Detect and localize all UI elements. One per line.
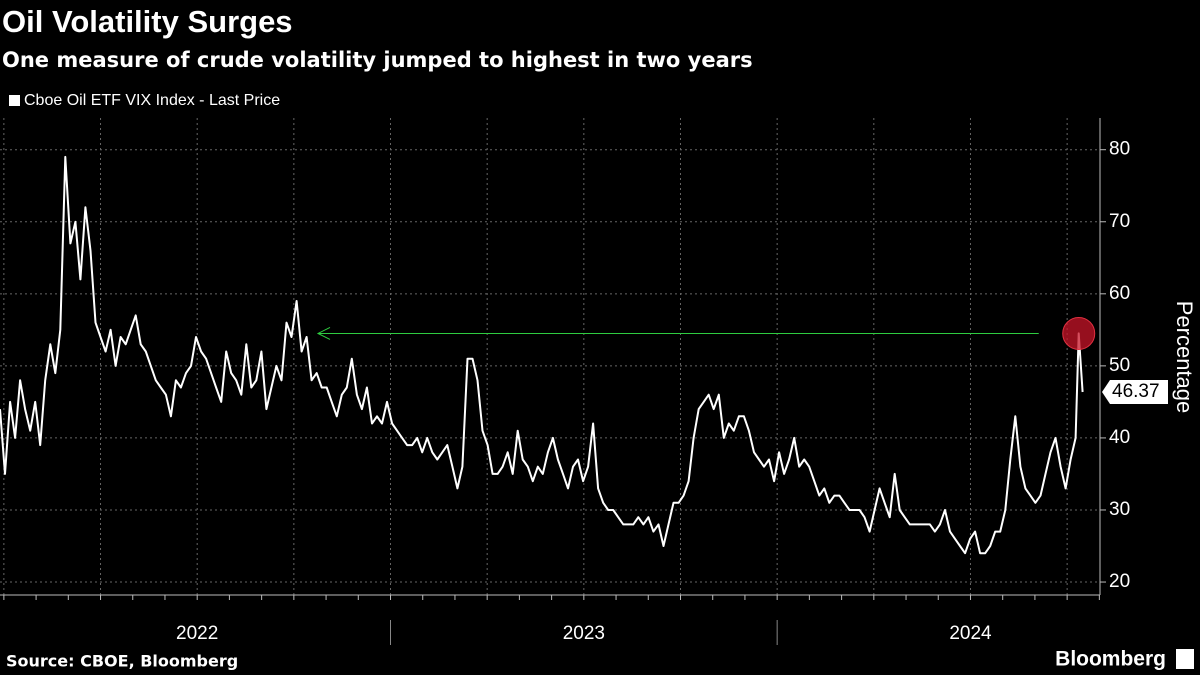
y-axis-title: Percentage xyxy=(1172,301,1197,414)
x-tick-label: 2022 xyxy=(176,623,218,644)
y-tick-label: 40 xyxy=(1109,427,1130,448)
source: Source: CBOE, Bloomberg xyxy=(6,652,238,671)
x-tick-label: 2023 xyxy=(563,623,605,644)
last-value-label: 46.37 xyxy=(1112,381,1160,402)
y-tick-label: 70 xyxy=(1109,211,1130,232)
y-tick-label: 20 xyxy=(1109,571,1130,592)
chart-subtitle: One measure of crude volatility jumped t… xyxy=(2,48,753,72)
legend-swatch xyxy=(9,95,20,106)
y-tick-label: 80 xyxy=(1109,139,1130,160)
brand: Bloomberg xyxy=(1055,648,1166,671)
x-tick-label: 2024 xyxy=(949,623,992,644)
y-tick-label: 30 xyxy=(1109,499,1130,520)
legend-label: Cboe Oil ETF VIX Index - Last Price xyxy=(24,92,280,109)
line-series xyxy=(0,155,1084,555)
annotation-arrowhead xyxy=(316,326,331,340)
brand-icon xyxy=(1176,649,1194,669)
y-tick-label: 50 xyxy=(1109,355,1130,376)
chart-title: Oil Volatility Surges xyxy=(2,4,293,39)
y-tick-label: 60 xyxy=(1109,283,1130,304)
annotation-circle xyxy=(1062,316,1096,350)
last-value-box xyxy=(1102,380,1168,405)
